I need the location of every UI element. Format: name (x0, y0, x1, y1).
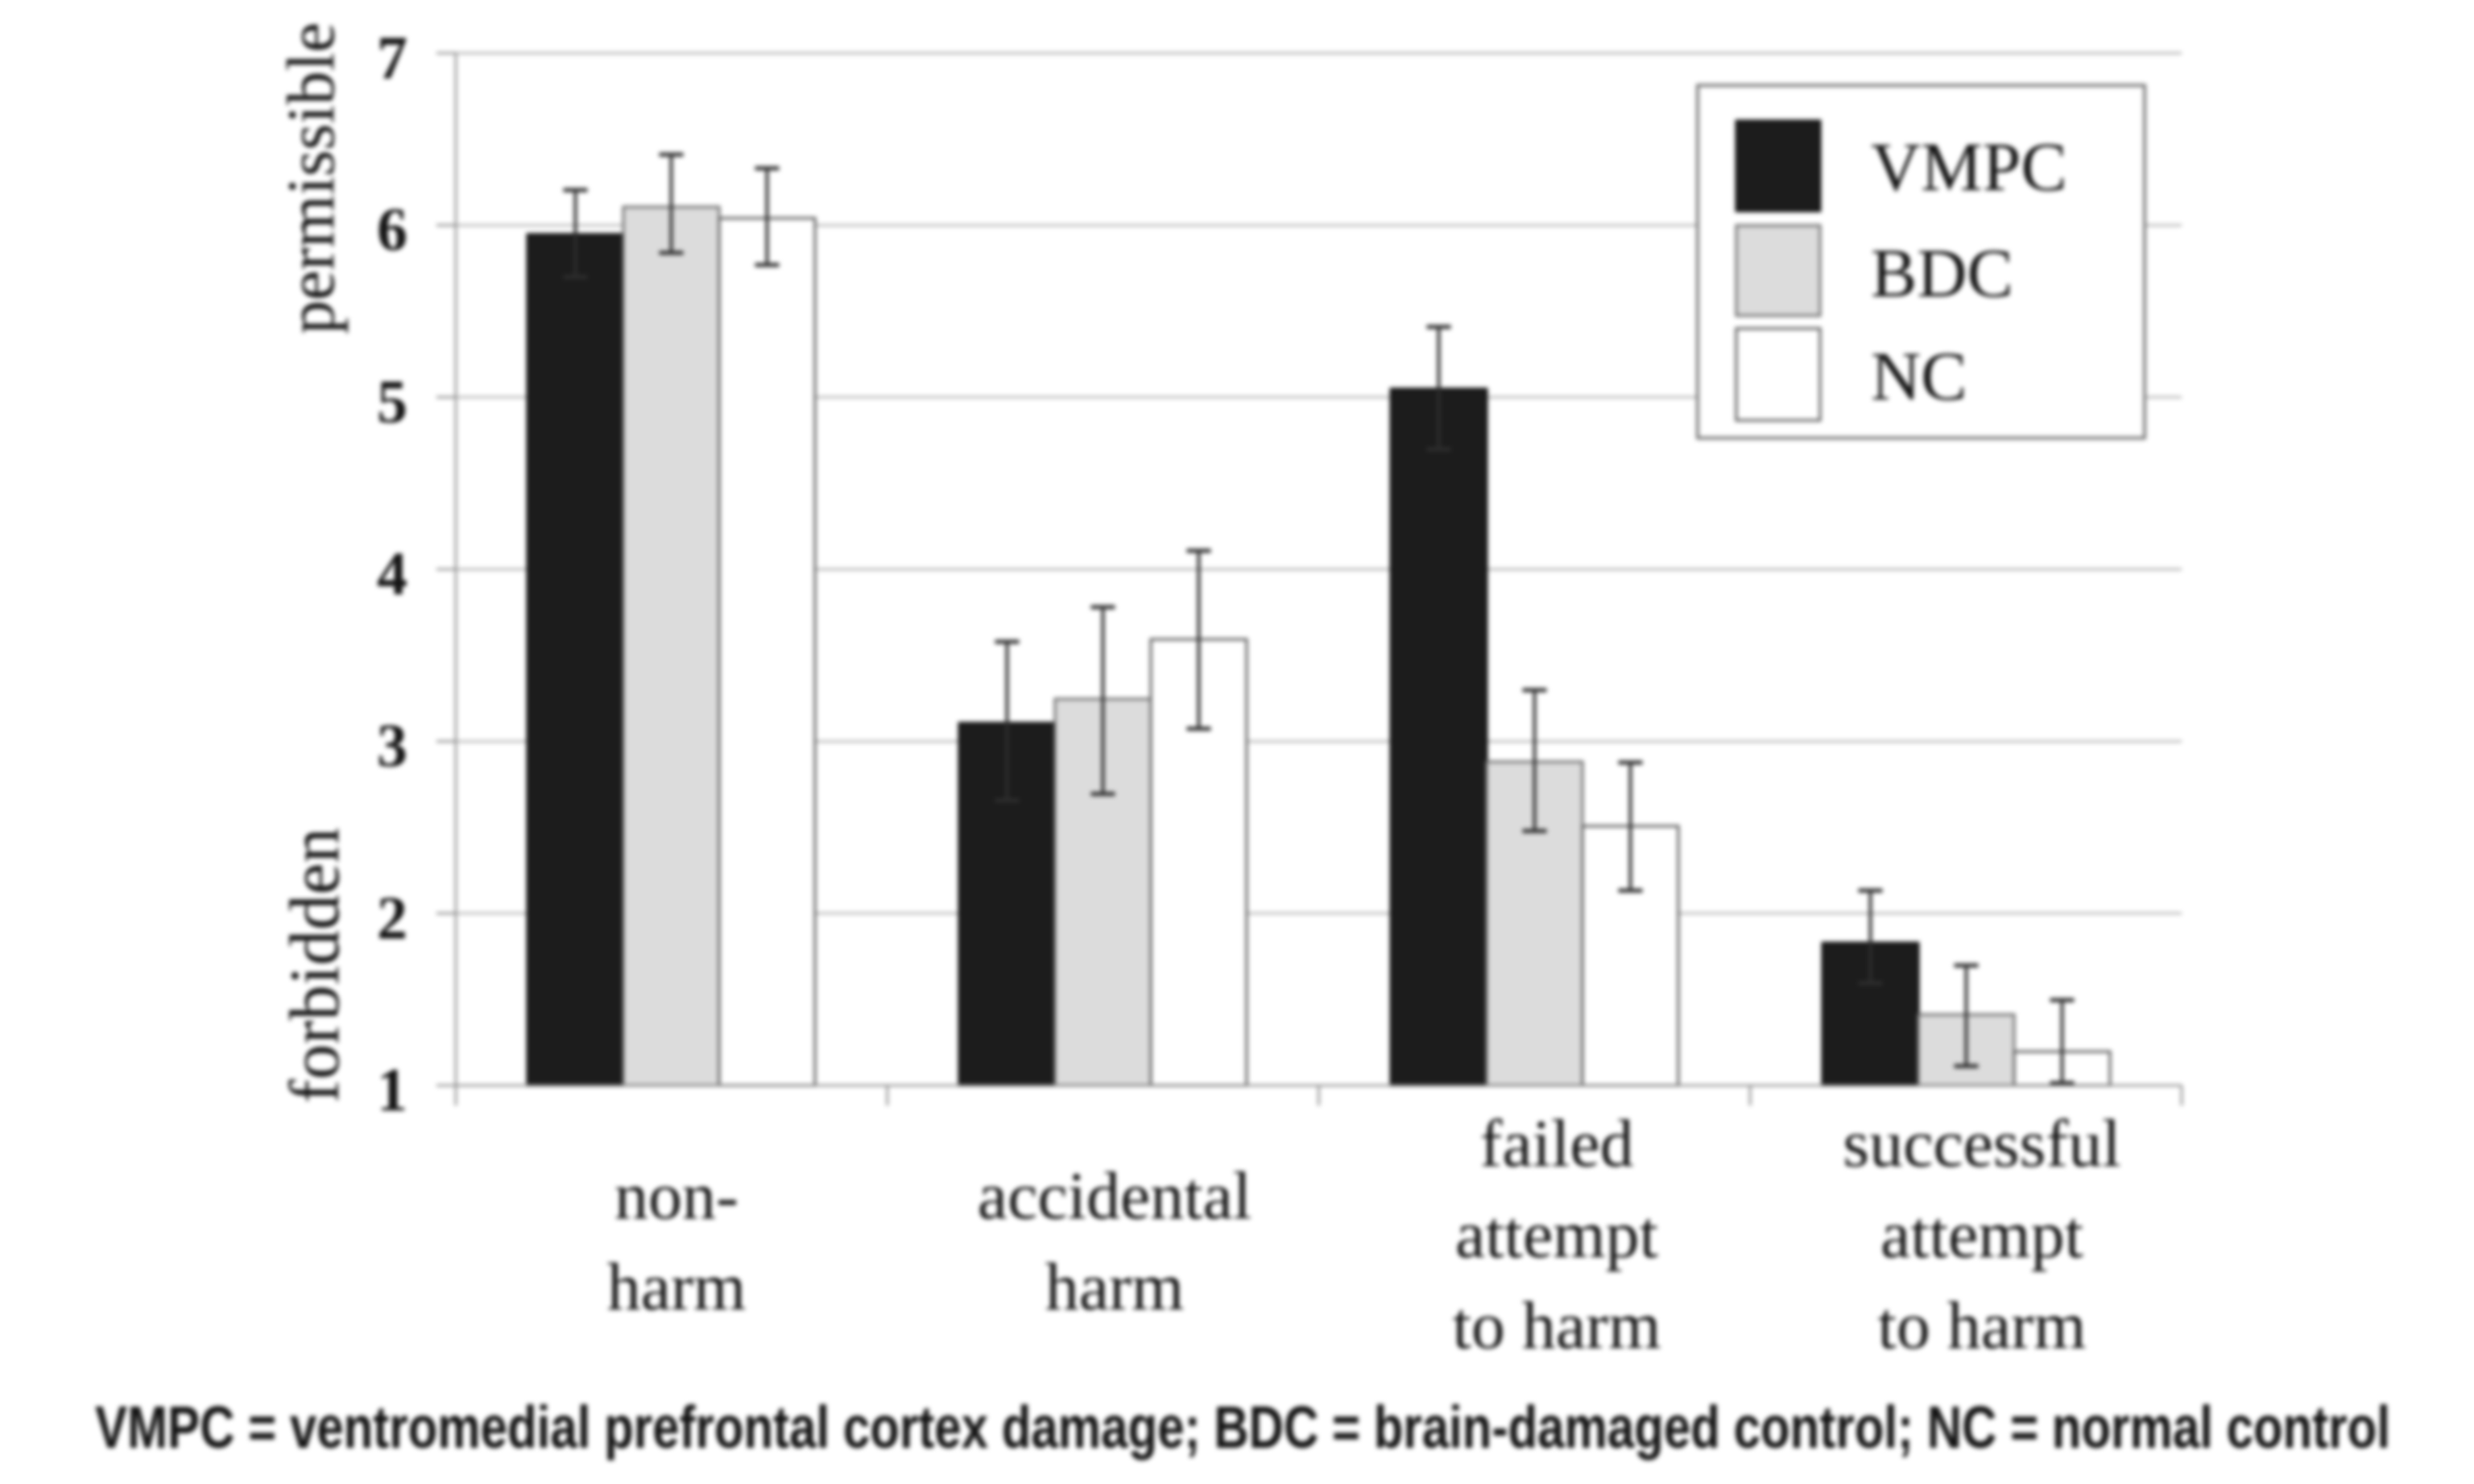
svg-text:harm: harm (607, 1250, 747, 1325)
svg-text:6: 6 (377, 196, 408, 264)
svg-text:3: 3 (377, 713, 408, 780)
svg-text:accidental: accidental (978, 1159, 1251, 1234)
svg-text:VMPC = ventromedial prefrontal: VMPC = ventromedial prefrontal cortex da… (95, 1394, 2390, 1461)
svg-text:4: 4 (377, 540, 408, 608)
svg-text:VMPC: VMPC (1871, 128, 2067, 205)
svg-text:to harm: to harm (1453, 1288, 1661, 1363)
svg-text:to harm: to harm (1878, 1288, 2087, 1363)
svg-text:2: 2 (377, 884, 408, 952)
svg-text:attempt: attempt (1455, 1197, 1658, 1272)
svg-text:NC: NC (1871, 337, 1967, 415)
svg-text:failed: failed (1479, 1106, 1633, 1181)
svg-text:non-: non- (614, 1159, 738, 1234)
svg-text:harm: harm (1045, 1250, 1185, 1325)
svg-text:forbidden: forbidden (276, 828, 354, 1103)
svg-text:5: 5 (377, 368, 408, 436)
svg-text:attempt: attempt (1880, 1197, 2083, 1272)
svg-text:permissible: permissible (274, 23, 349, 334)
svg-text:successful: successful (1843, 1106, 2120, 1181)
svg-text:BDC: BDC (1871, 234, 2013, 312)
svg-text:7: 7 (377, 24, 408, 92)
svg-text:1: 1 (377, 1056, 408, 1124)
